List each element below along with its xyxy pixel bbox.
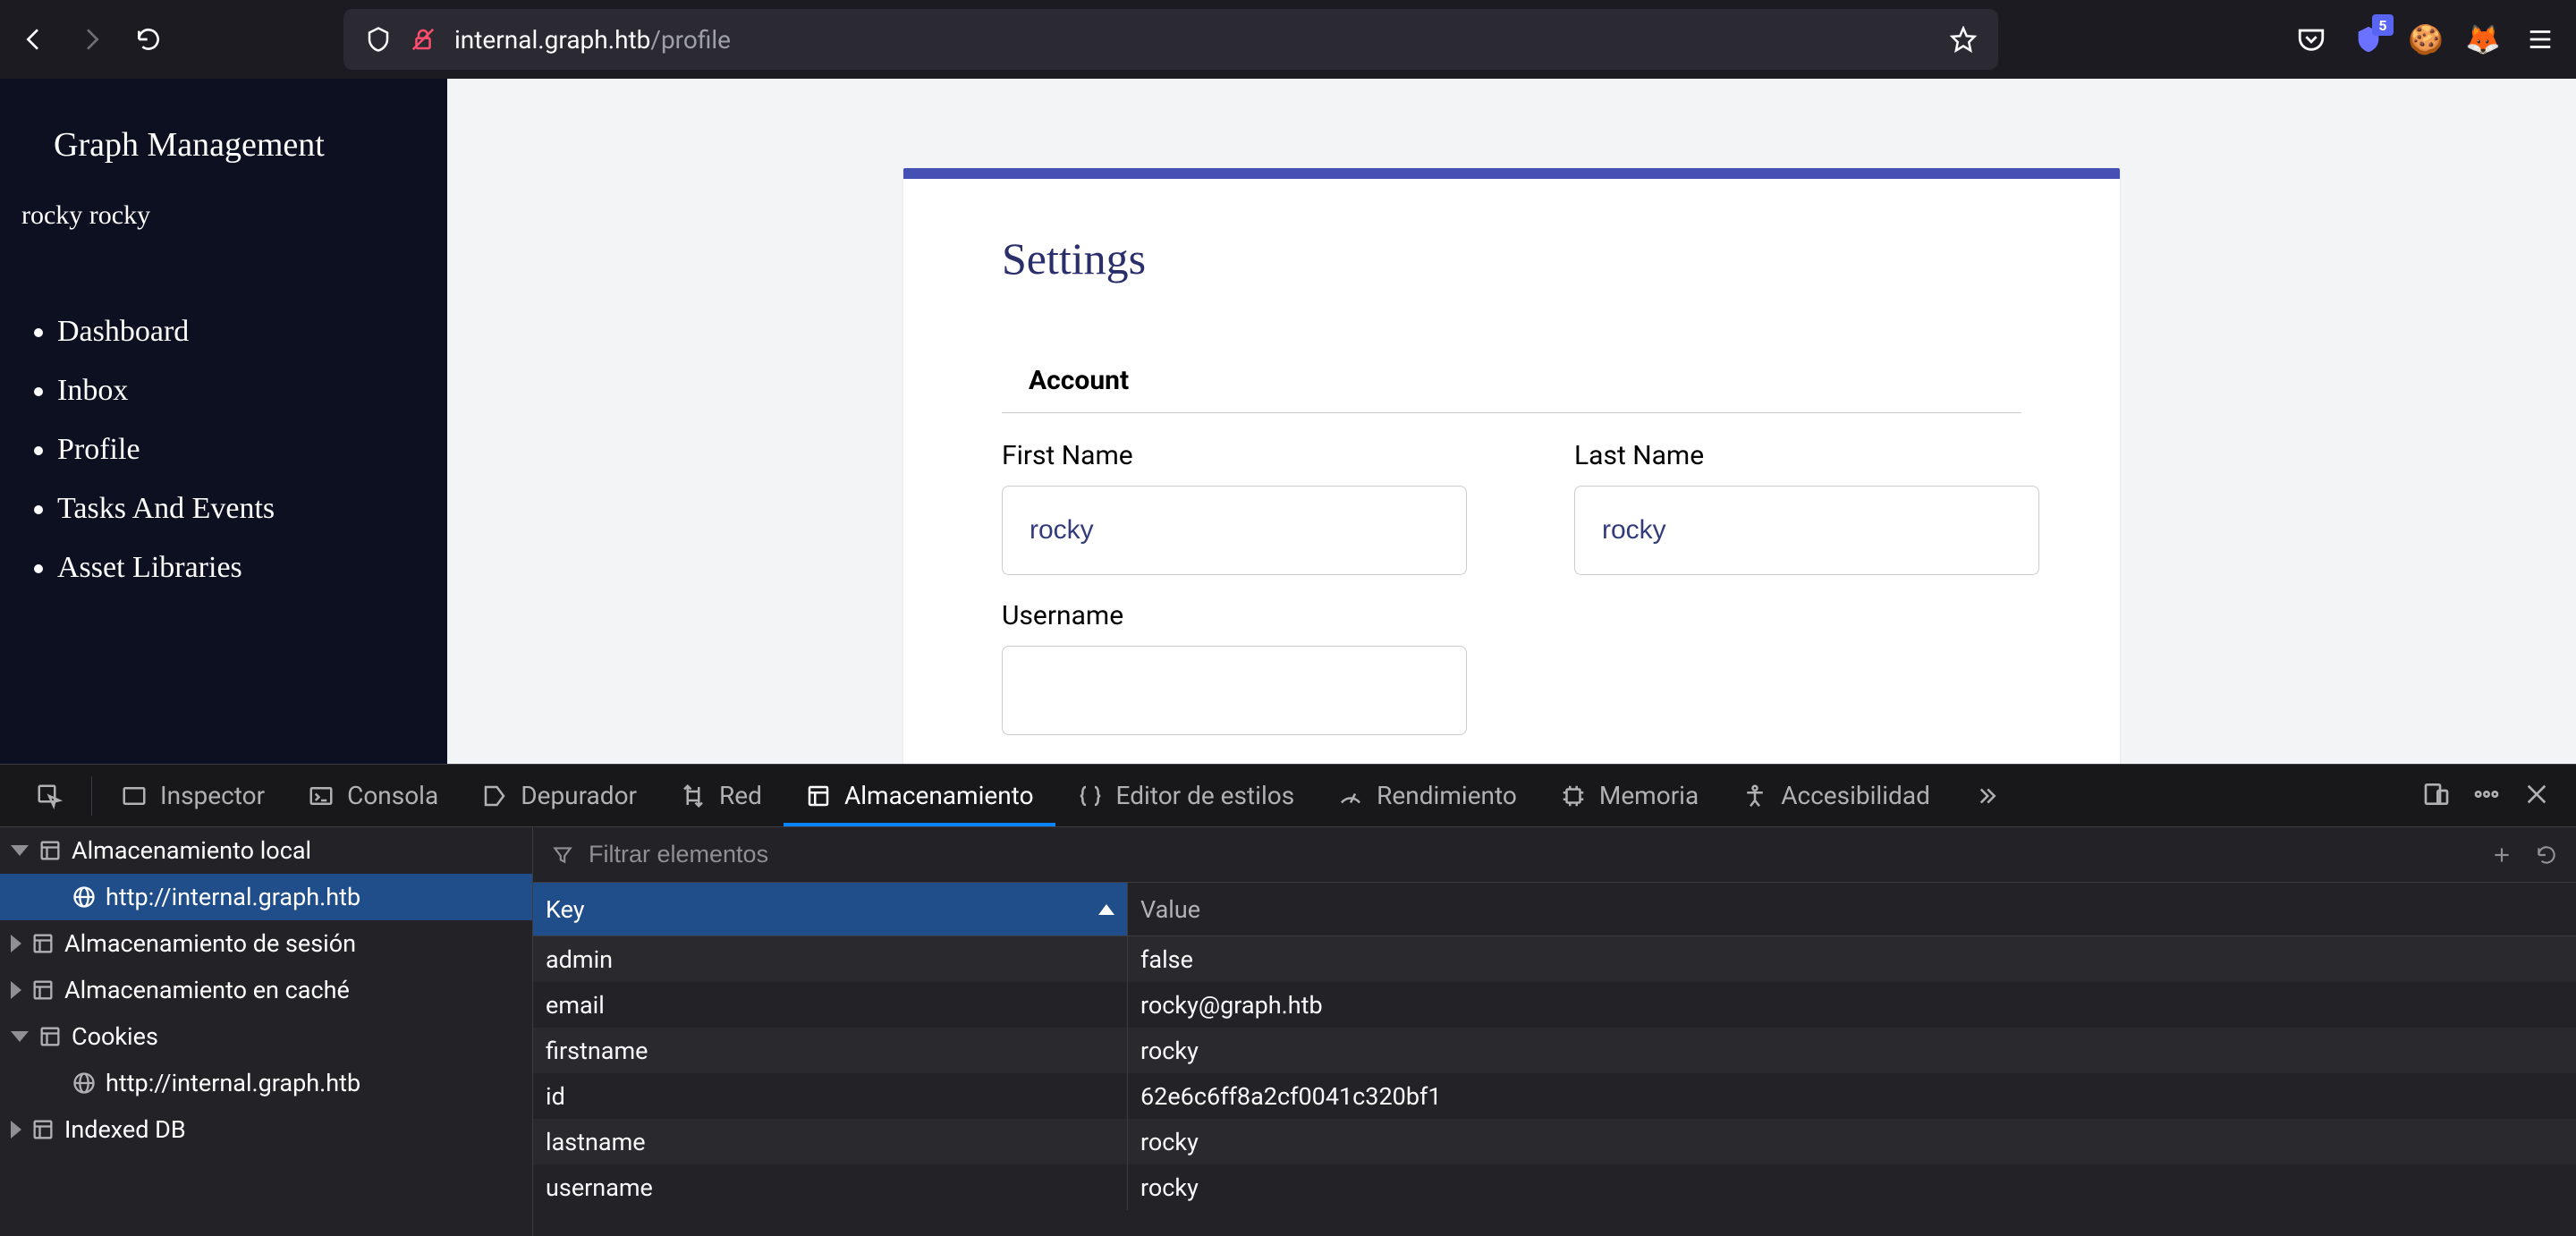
tree-local-storage[interactable]: Almacenamiento local [0, 827, 532, 874]
filter-bar [533, 827, 2576, 883]
username-input[interactable] [1002, 646, 1467, 735]
storage-icon [30, 978, 55, 1003]
first-name-input[interactable] [1002, 486, 1467, 575]
tab-storage[interactable]: Almacenamiento [784, 765, 1055, 826]
col-value-header[interactable]: Value [1127, 883, 2576, 935]
cell-value: false [1127, 936, 2576, 982]
sidebar-item-dashboard[interactable]: Dashboard [57, 302, 447, 361]
first-name-label: First Name [1002, 440, 1467, 471]
tree-local-storage-origin[interactable]: http://internal.graph.htb [0, 874, 532, 920]
shield-icon [365, 26, 392, 53]
devtools-panel: Inspector Consola Depurador Red Almacena… [0, 764, 2576, 1236]
tab-accessibility[interactable]: Accesibilidad [1720, 765, 1952, 826]
tab-console[interactable]: Consola [286, 765, 460, 826]
table-row[interactable]: usernamerocky [533, 1164, 2576, 1210]
storage-icon [30, 1117, 55, 1142]
table-row[interactable]: firstnamerocky [533, 1028, 2576, 1073]
extension-cookie-icon[interactable]: 🍪 [2408, 21, 2444, 57]
cell-value: 62e6c6ff8a2cf0041c320bf1 [1127, 1073, 2576, 1119]
col-key-header[interactable]: Key [533, 883, 1127, 935]
cell-key: username [533, 1164, 1127, 1210]
hamburger-menu-icon[interactable] [2522, 21, 2558, 57]
devtools-close-icon[interactable] [2522, 780, 2551, 812]
responsive-mode-icon[interactable] [2422, 780, 2451, 812]
table-row[interactable]: emailrocky@graph.htb [533, 982, 2576, 1028]
section-account: Account [1002, 365, 2021, 413]
settings-card: Settings Account First Name Last Name Us… [903, 168, 2120, 764]
tab-inspector[interactable]: Inspector [99, 765, 286, 826]
sidebar-item-inbox[interactable]: Inbox [57, 361, 447, 420]
extension-shield-icon[interactable]: 5 [2351, 21, 2386, 57]
cell-key: id [533, 1073, 1127, 1119]
devtools-more-icon[interactable] [2472, 780, 2501, 812]
storage-icon [38, 1024, 63, 1049]
sidebar-user: rocky rocky [0, 200, 447, 302]
username-label: Username [1002, 600, 2021, 631]
url-host: internal.graph.htb [454, 25, 650, 55]
tree-cookies[interactable]: Cookies [0, 1013, 532, 1060]
filter-icon [551, 843, 574, 867]
table-row[interactable]: id62e6c6ff8a2cf0041c320bf1 [533, 1073, 2576, 1119]
app-sidebar: Graph Management rocky rocky Dashboard I… [0, 79, 447, 764]
sort-asc-icon [1098, 904, 1114, 915]
cell-value: rocky [1127, 1119, 2576, 1164]
url-bar[interactable]: internal.graph.htb/profile [343, 9, 1998, 70]
tab-debugger[interactable]: Depurador [460, 765, 658, 826]
tab-overflow[interactable] [1952, 765, 2021, 826]
extension-badge: 5 [2372, 14, 2394, 36]
url-text: internal.graph.htb/profile [454, 25, 1932, 55]
extension-foxy-icon[interactable]: 🦊 [2465, 21, 2501, 57]
storage-tree: Almacenamiento local http://internal.gra… [0, 827, 533, 1236]
filter-input[interactable] [589, 841, 2476, 868]
back-button[interactable] [18, 23, 50, 55]
cell-key: email [533, 982, 1127, 1028]
sidebar-item-profile[interactable]: Profile [57, 420, 447, 479]
storage-table: Key Value adminfalseemailrocky@graph.htb… [533, 883, 2576, 1236]
cell-value: rocky@graph.htb [1127, 982, 2576, 1028]
settings-title: Settings [1002, 233, 2021, 284]
storage-icon [30, 931, 55, 956]
sidebar-item-assets[interactable]: Asset Libraries [57, 538, 447, 597]
tab-network[interactable]: Red [658, 765, 784, 826]
browser-toolbar: internal.graph.htb/profile 5 🍪 🦊 [0, 0, 2576, 79]
app-title: Graph Management [0, 107, 447, 200]
devtools-pick-element[interactable] [14, 765, 84, 826]
last-name-label: Last Name [1574, 440, 2039, 471]
refresh-icon[interactable] [2535, 843, 2558, 867]
cell-value: rocky [1127, 1164, 2576, 1210]
add-icon[interactable] [2490, 843, 2513, 867]
table-row[interactable]: adminfalse [533, 936, 2576, 982]
globe-icon [72, 1071, 97, 1096]
cell-key: lastname [533, 1119, 1127, 1164]
table-row[interactable]: lastnamerocky [533, 1119, 2576, 1164]
tab-performance[interactable]: Rendimiento [1316, 765, 1538, 826]
page-content: Graph Management rocky rocky Dashboard I… [0, 79, 2576, 764]
main-area: Settings Account First Name Last Name Us… [447, 79, 2576, 764]
storage-icon [38, 838, 63, 863]
globe-icon [72, 885, 97, 910]
forward-button[interactable] [75, 23, 107, 55]
tree-indexed-db[interactable]: Indexed DB [0, 1106, 532, 1153]
cell-key: admin [533, 936, 1127, 982]
bookmark-star-icon[interactable] [1950, 26, 1977, 53]
sidebar-item-tasks[interactable]: Tasks And Events [57, 479, 447, 538]
reload-button[interactable] [132, 23, 165, 55]
devtools-tabs: Inspector Consola Depurador Red Almacena… [0, 765, 2576, 827]
cell-key: firstname [533, 1028, 1127, 1073]
lock-insecure-icon [410, 26, 436, 53]
url-path: /profile [650, 25, 731, 55]
tree-cache-storage[interactable]: Almacenamiento en caché [0, 967, 532, 1013]
pocket-icon[interactable] [2293, 21, 2329, 57]
tab-style-editor[interactable]: Editor de estilos [1055, 765, 1317, 826]
tab-memory[interactable]: Memoria [1538, 765, 1720, 826]
last-name-input[interactable] [1574, 486, 2039, 575]
tree-cookies-origin[interactable]: http://internal.graph.htb [0, 1060, 532, 1106]
cell-value: rocky [1127, 1028, 2576, 1073]
tree-session-storage[interactable]: Almacenamiento de sesión [0, 920, 532, 967]
